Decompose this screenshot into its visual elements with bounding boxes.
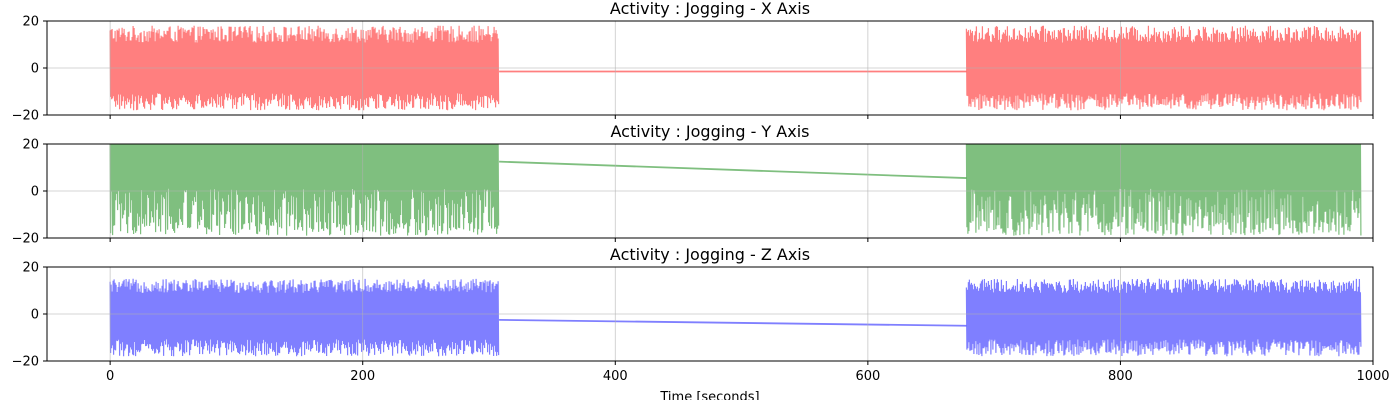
y-tick-label: 0 [31, 62, 39, 77]
y-tick-label: −20 [12, 109, 39, 124]
segment-2-0 [109, 278, 500, 357]
y-tick-label: −20 [12, 355, 39, 370]
x-tick-label: 600 [855, 369, 880, 384]
segment-2-1 [965, 278, 1362, 357]
y-tick-label: 20 [22, 261, 39, 276]
y-tick-label: −20 [12, 232, 39, 247]
x-tick-label: 0 [106, 369, 114, 384]
x-axis-label: Time [seconds] [659, 390, 759, 400]
series-trace-2 [109, 278, 1362, 357]
panel-1: −20 0 20 Activity : Jogging - Y Axis [12, 122, 1374, 247]
panel-title: Activity : Jogging - X Axis [610, 0, 810, 18]
segment-1-0 [109, 144, 500, 236]
bridge-line-1 [499, 160, 967, 179]
x-tick-label: 1000 [1356, 369, 1389, 384]
panel-title: Activity : Jogging - Z Axis [610, 245, 810, 264]
segment-0-0 [109, 25, 500, 111]
x-tick-label: 400 [603, 369, 628, 384]
bridge-line-2 [499, 318, 967, 327]
y-tick-label: 20 [22, 15, 39, 30]
y-tick-label: 0 [31, 185, 39, 200]
y-tick-label: 0 [31, 308, 39, 323]
x-tick-label: 200 [350, 369, 375, 384]
y-tick-label: 20 [22, 138, 39, 153]
panel-0: −20 0 20 Activity : Jogging - X Axis [12, 0, 1374, 124]
x-tick-label: 800 [1108, 369, 1133, 384]
panel-title: Activity : Jogging - Y Axis [611, 122, 810, 141]
series-trace-1 [109, 144, 1362, 236]
segment-1-1 [965, 144, 1362, 236]
